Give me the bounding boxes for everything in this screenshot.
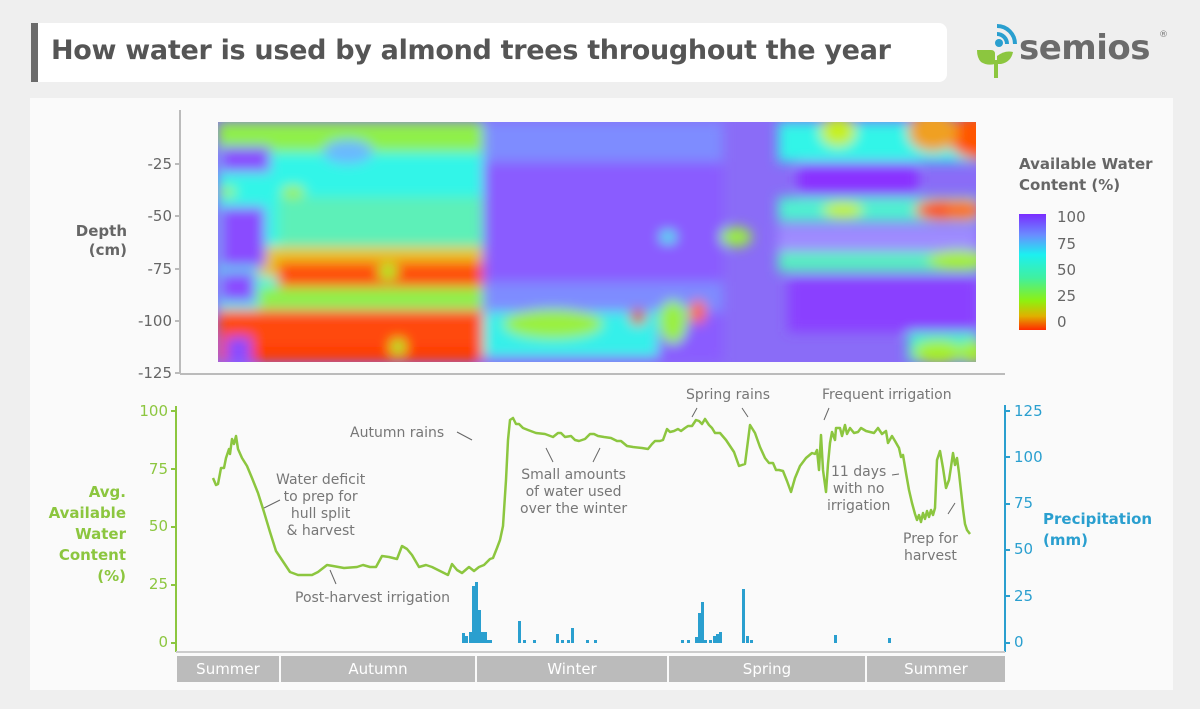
- left-label-line: Water: [75, 525, 126, 543]
- left-label-line: Avg.: [88, 483, 126, 501]
- annotation-water-deficit: Water deficit to prep for hull split & h…: [276, 472, 365, 540]
- left-label-line: (%): [97, 567, 126, 585]
- annotation-post-harvest: Post-harvest irrigation: [295, 590, 451, 606]
- annotation-line: hull split: [290, 506, 351, 522]
- left-label-line: Available: [48, 504, 126, 522]
- left-ytick: 50: [148, 517, 168, 535]
- heatmap-ylabel-line2: (cm): [88, 241, 127, 259]
- page-title: How water is used by almond trees throug…: [51, 35, 891, 66]
- precip-tick: 75: [1014, 494, 1034, 512]
- legend-title-line2: Content (%): [1019, 176, 1121, 194]
- colorbar-tick: 100: [1057, 208, 1086, 226]
- season-autumn: Autumn: [281, 656, 475, 682]
- semios-logo: semios ®: [975, 22, 1175, 82]
- season-winter: Winter: [477, 656, 667, 682]
- annotation-autumn-rains: Autumn rains: [350, 425, 445, 441]
- colorbar: [1019, 214, 1046, 330]
- heatmap-ytick: -25: [147, 155, 173, 173]
- legend-title-line1: Available Water: [1019, 155, 1153, 173]
- colorbar-tick: 75: [1057, 235, 1077, 253]
- left-ytick: 25: [148, 575, 168, 593]
- season-summer-start: Summer: [177, 656, 279, 682]
- annotation-eleven-days: 11 days with no irrigation: [827, 464, 890, 515]
- precip-axis-label: Precipitation (mm): [1043, 509, 1152, 551]
- annotation-line: over the winter: [520, 501, 628, 517]
- colorbar-tick: 25: [1057, 287, 1077, 305]
- season-summer-end: Summer: [867, 656, 1005, 682]
- precip-tick: 50: [1014, 540, 1034, 558]
- heatmap-ylabel: Depth (cm): [72, 222, 127, 260]
- annotation-line: & harvest: [286, 523, 355, 539]
- annotation-line: irrigation: [827, 498, 891, 514]
- annotation-line: 11 days: [831, 464, 887, 480]
- left-ytick: 75: [148, 460, 168, 478]
- annotation-prep-harvest: Prep for harvest: [903, 531, 958, 565]
- left-axis-label: Avg. Available Water Content (%): [30, 482, 126, 587]
- precip-tick: 100: [1014, 448, 1043, 466]
- title-card: [31, 23, 947, 82]
- colorbar-tick: 0: [1057, 313, 1067, 331]
- registered-mark: ®: [1159, 30, 1168, 40]
- precip-label-line1: Precipitation: [1043, 510, 1153, 528]
- annotation-line: of water used: [525, 484, 622, 500]
- annotation-spring-rains: Spring rains: [686, 387, 771, 403]
- annotation-line: harvest: [903, 548, 957, 564]
- heatmap-ytick: -125: [137, 364, 172, 382]
- precip-tick: 125: [1014, 402, 1043, 420]
- left-ytick: 0: [158, 633, 168, 651]
- heatmap-ytick: -50: [147, 207, 173, 225]
- logo-wordmark: semios: [1019, 28, 1150, 68]
- title-accent-bar: [31, 23, 38, 82]
- precip-tick: 0: [1014, 633, 1024, 651]
- annotation-line: to prep for: [283, 489, 358, 505]
- annotation-line: Water deficit: [276, 472, 366, 488]
- precip-label-line2: (mm): [1043, 531, 1088, 549]
- annotation-frequent-irrigation: Frequent irrigation: [822, 387, 952, 403]
- heatmap-legend-title: Available Water Content (%): [1019, 154, 1153, 196]
- heatmap-plot: [218, 122, 976, 362]
- annotation-line: with no: [832, 481, 885, 497]
- heatmap-ylabel-line1: Depth: [75, 222, 127, 240]
- left-label-line: Content: [58, 546, 126, 564]
- season-spring: Spring: [669, 656, 865, 682]
- heatmap-ytick: -75: [147, 260, 173, 278]
- colorbar-tick: 50: [1057, 261, 1077, 279]
- left-ytick: 100: [139, 402, 168, 420]
- heatmap-ytick: -100: [137, 312, 172, 330]
- annotation-small-amounts: Small amounts of water used over the win…: [520, 467, 627, 518]
- annotation-line: Small amounts: [521, 467, 626, 483]
- semios-leaf-wifi-icon: [977, 24, 1017, 78]
- annotation-line: Prep for: [903, 531, 958, 547]
- precip-tick: 25: [1014, 587, 1034, 605]
